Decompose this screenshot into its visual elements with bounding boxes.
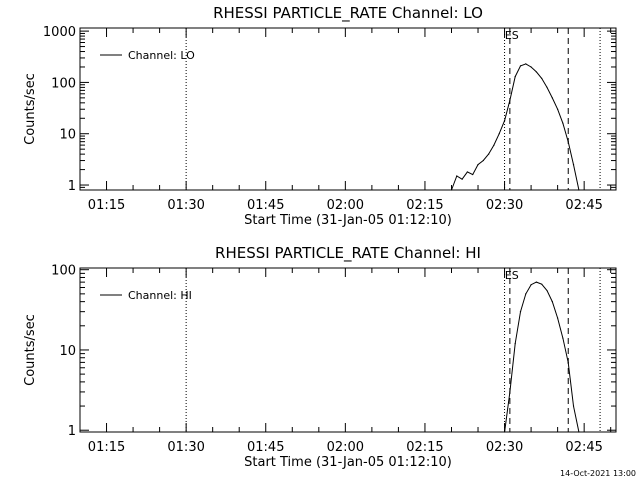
data-point (450, 189, 453, 191)
x-tick-label: 01:45 (247, 440, 284, 455)
data-point (503, 431, 506, 433)
data-point (472, 173, 474, 176)
data-point (578, 431, 580, 433)
x-axis-label: Start Time (31-Jan-05 01:12:10) (244, 213, 452, 228)
y-tick-label: 100 (51, 264, 76, 279)
x-axis-label: Start Time (31-Jan-05 01:12:10) (244, 455, 452, 470)
data-point (530, 66, 532, 68)
x-tick-label: 01:30 (167, 440, 204, 455)
data-point (498, 133, 500, 135)
data-point (557, 317, 559, 319)
data-point (466, 171, 469, 173)
data-point (562, 337, 564, 339)
y-tick-label: 1 (68, 179, 76, 194)
data-point (514, 75, 516, 78)
y-tick-label: 1 (68, 424, 76, 439)
y-tick-label: 10 (59, 128, 76, 143)
data-point (567, 361, 569, 363)
data-point (514, 343, 516, 345)
data-point (546, 289, 548, 292)
data-point (551, 301, 553, 303)
data-point (488, 153, 490, 155)
data-point (578, 189, 580, 191)
y-tick-label: 100 (51, 76, 76, 91)
data-point (519, 65, 522, 67)
data-series-line (451, 63, 580, 191)
x-tick-label: 01:30 (167, 198, 204, 213)
data-point (503, 120, 506, 122)
data-point (541, 283, 543, 285)
data-point (482, 159, 484, 162)
chart-panel-lo: RHESSI PARTICLE_RATE Channel: LO 1 10 100 10… (23, 4, 617, 228)
data-point (546, 86, 548, 88)
time-marker-label: ES (505, 29, 519, 42)
data-point (509, 99, 511, 101)
y-tick-label: 10 (59, 344, 76, 359)
x-tick-label: 02:45 (565, 198, 602, 213)
x-tick-label: 02:30 (486, 198, 523, 213)
data-point (461, 178, 463, 180)
x-tick-label: 01:15 (88, 198, 125, 213)
data-point (456, 175, 458, 177)
x-tick-label: 02:30 (486, 440, 523, 455)
y-tick-label: 1000 (43, 25, 76, 40)
legend-label: Channel: HI (128, 289, 192, 302)
x-tick-label: 02:45 (565, 440, 602, 455)
chart-panel-hi: RHESSI PARTICLE_RATE Channel: HI 1 10 100 Co… (23, 244, 617, 470)
data-point (525, 293, 527, 295)
time-marker-label: ES (505, 269, 519, 282)
x-tick-label: 02:15 (406, 440, 443, 455)
footer-timestamp: 14-Oct-2021 13:00 (560, 469, 636, 478)
y-axis-label: Counts/sec (23, 314, 38, 386)
data-point (572, 405, 575, 407)
data-point (493, 144, 495, 146)
y-axis-label: Counts/sec (23, 73, 38, 145)
data-point (535, 71, 537, 73)
data-point (557, 108, 559, 110)
data-point (535, 281, 537, 283)
chart-title: RHESSI PARTICLE_RATE Channel: LO (213, 4, 483, 23)
x-tick-label: 02:15 (406, 198, 443, 213)
x-tick-label: 02:00 (327, 198, 364, 213)
data-point (509, 391, 511, 393)
data-point (525, 63, 527, 65)
data-point (519, 311, 522, 313)
x-tick-label: 01:15 (88, 440, 125, 455)
data-point (567, 141, 569, 143)
chart-title: RHESSI PARTICLE_RATE Channel: HI (215, 244, 481, 263)
x-tick-label: 01:45 (247, 198, 284, 213)
data-point (477, 164, 479, 166)
data-point (562, 122, 564, 124)
data-point (530, 284, 532, 286)
legend-label: Channel: LO (128, 49, 195, 62)
x-tick-label: 02:00 (327, 440, 364, 455)
data-point (541, 77, 543, 79)
data-point (572, 164, 575, 166)
data-point (551, 97, 553, 99)
